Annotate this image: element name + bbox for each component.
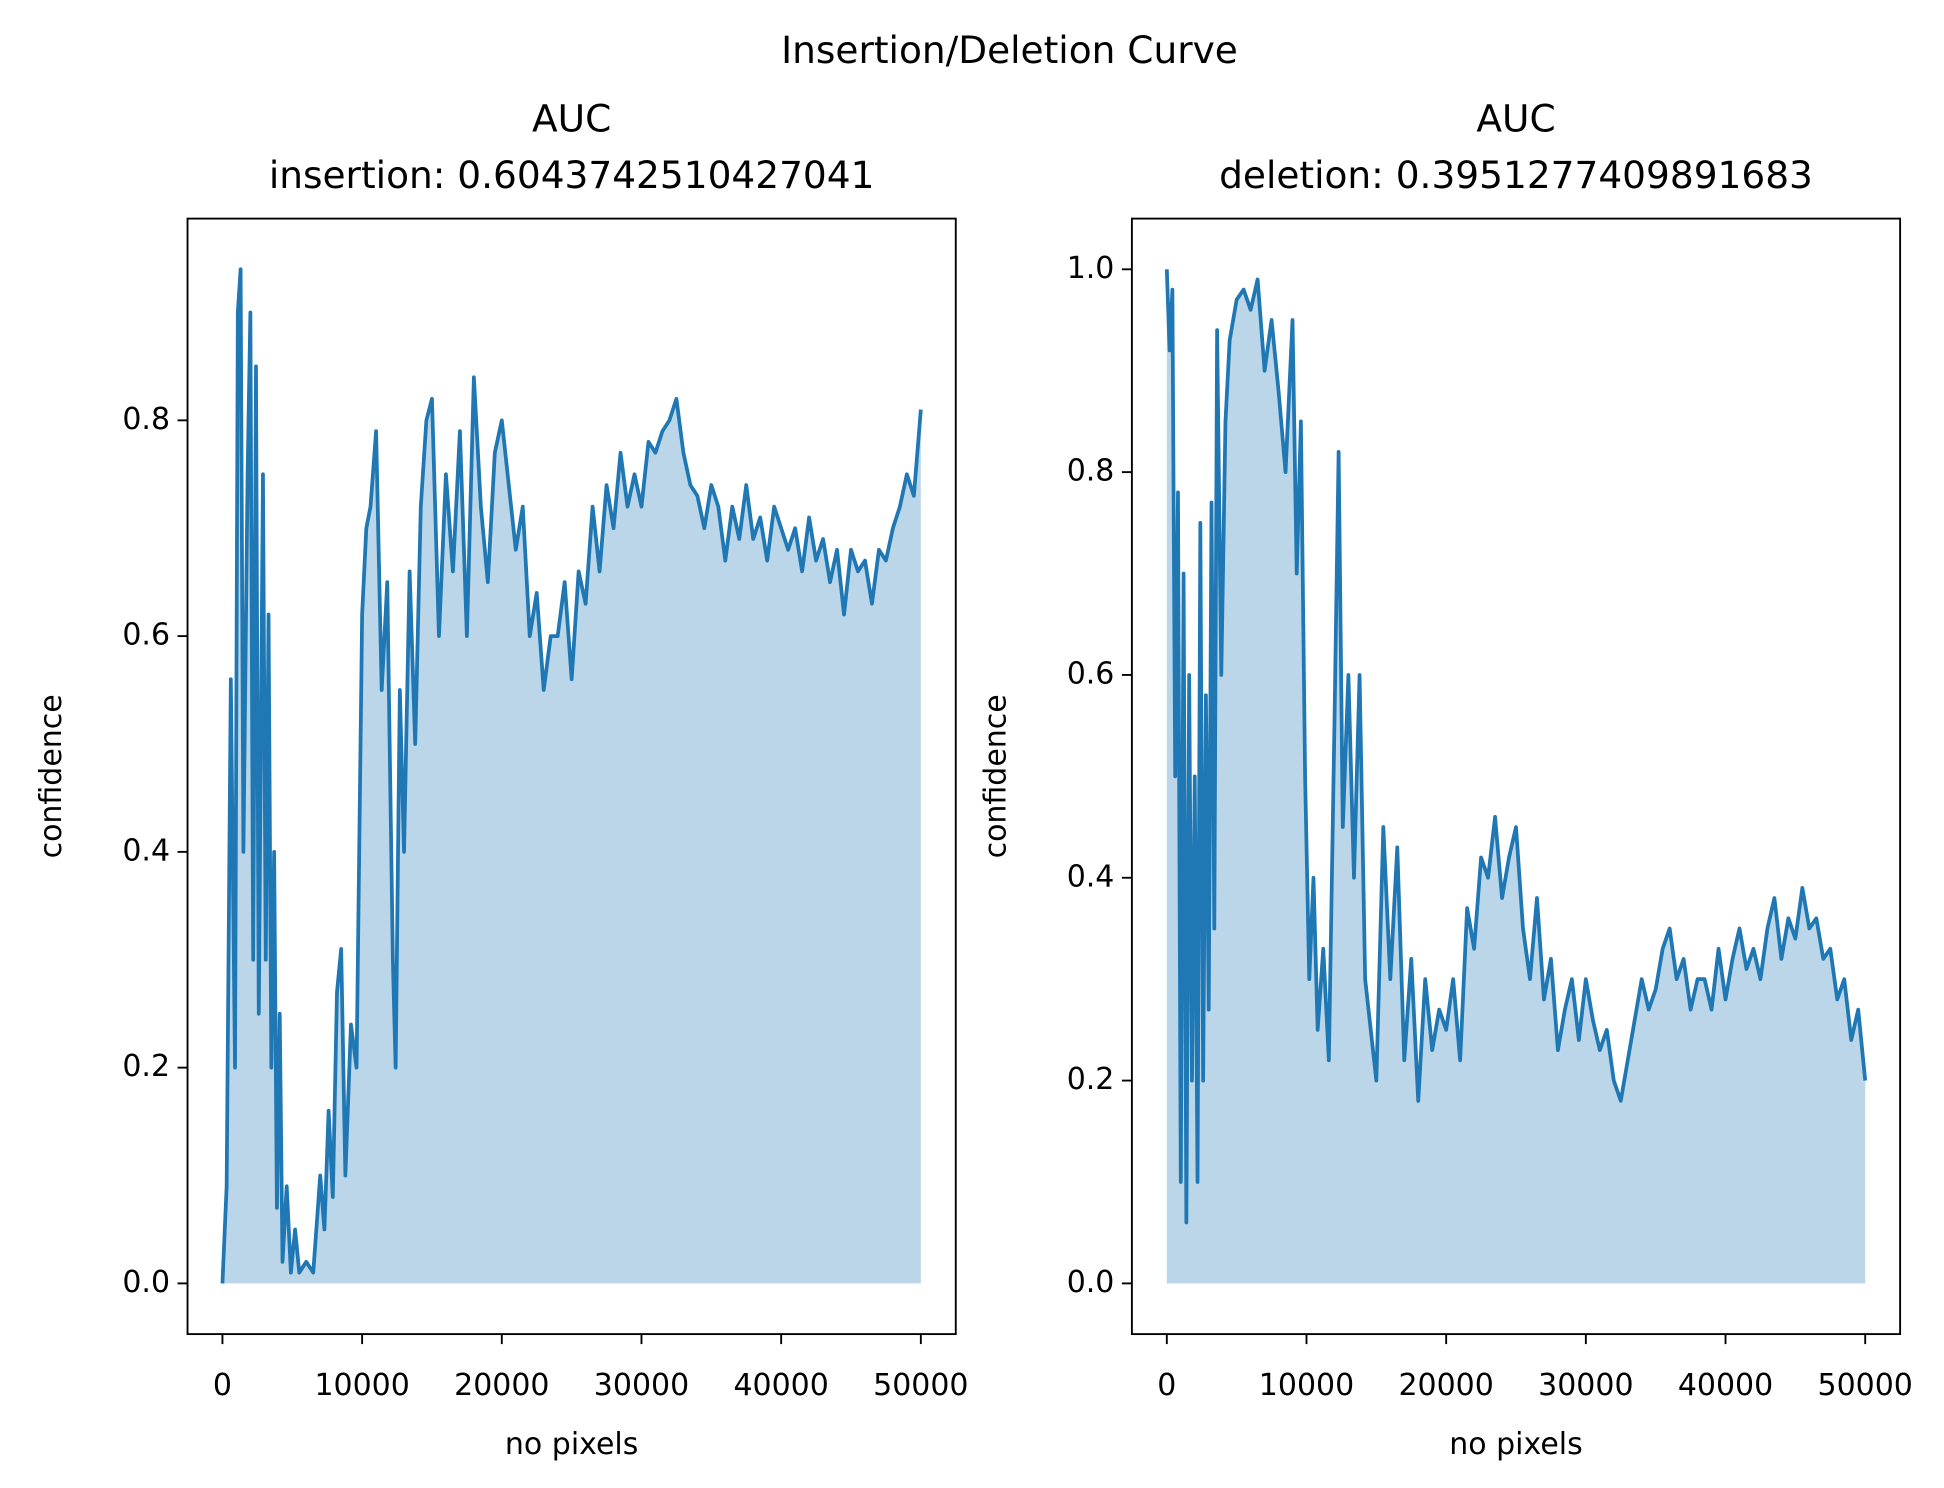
line <box>1164 269 1868 1225</box>
x-tick-label: 50000 <box>873 1368 968 1403</box>
y-tick-label: 0.2 <box>122 1049 170 1084</box>
x-tick-label: 20000 <box>1398 1368 1493 1403</box>
y-tick-label: 0.2 <box>1067 1062 1115 1097</box>
axes-frame <box>186 217 957 1336</box>
axes-title: AUC <box>532 97 611 141</box>
x-tick-label: 20000 <box>454 1368 549 1403</box>
x-tick-label: 30000 <box>1538 1368 1633 1403</box>
y-tick-label: 0.0 <box>122 1265 170 1300</box>
y-tick-label: 0.6 <box>1067 656 1115 691</box>
x-tick-label: 40000 <box>1678 1368 1773 1403</box>
figure-title: Insertion/Deletion Curve <box>781 28 1238 72</box>
y-tick-label: 0.8 <box>1067 454 1115 489</box>
x-tick-label: 10000 <box>314 1368 409 1403</box>
x-axis-label: no pixels <box>1449 1427 1582 1462</box>
y-tick-label: 1.0 <box>1067 251 1115 286</box>
axes-title: AUC <box>1476 97 1555 141</box>
x-tick-label: 10000 <box>1259 1368 1354 1403</box>
y-tick-label: 0.4 <box>122 833 170 868</box>
area <box>1166 269 1866 1284</box>
x-tick-label: 0 <box>1157 1368 1176 1403</box>
y-axis-label: confidence <box>34 694 69 858</box>
x-tick-label: 30000 <box>594 1368 689 1403</box>
x-tick-label: 40000 <box>733 1368 828 1403</box>
axes-frame <box>1130 217 1902 1336</box>
axes-subtitle: insertion: 0.6043742510427041 <box>269 153 875 197</box>
y-tick-label: 0.6 <box>122 618 170 653</box>
line <box>220 267 923 1284</box>
axes-subtitle: deletion: 0.3951277409891683 <box>1219 153 1813 197</box>
x-tick-label: 50000 <box>1818 1368 1913 1403</box>
x-tick-label: 0 <box>213 1368 232 1403</box>
y-axis-label: confidence <box>978 694 1013 858</box>
y-tick-label: 0.4 <box>1067 859 1115 894</box>
x-axis-label: no pixels <box>505 1427 638 1462</box>
y-tick-label: 0.0 <box>1067 1265 1115 1300</box>
y-tick-label: 0.8 <box>122 402 170 437</box>
